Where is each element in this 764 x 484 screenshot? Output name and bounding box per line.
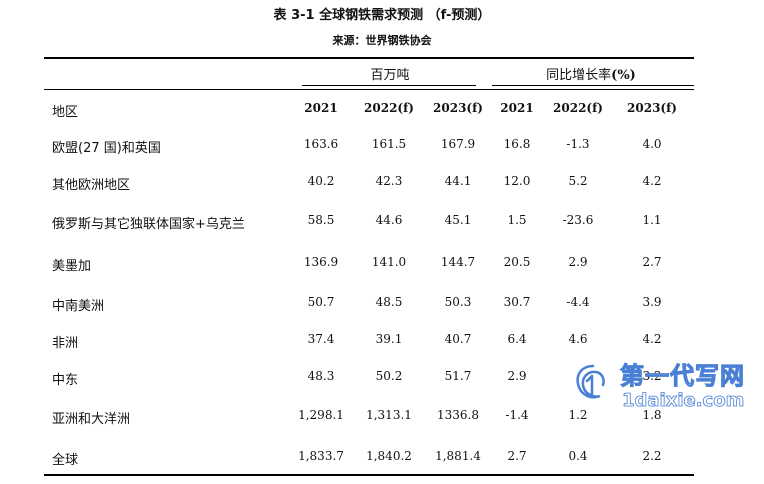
header-vol-2022f: 2022(f) [364,101,414,115]
row-label: 亚洲和大洋洲 [52,412,131,427]
watermark-en-text: 1daixie.com [622,390,745,412]
table-bottom-rule [44,474,694,476]
table-cell: 2.7 [642,255,662,269]
table-cell: 4.2 [642,174,662,188]
table-cell: 4.2 [642,332,662,346]
table-cell: 42.3 [375,174,403,188]
table-cell: 136.9 [303,255,339,269]
table-cell: 16.8 [503,137,531,151]
group-header-volume: 百万吨 [330,64,450,83]
table-cell: -23.6 [562,213,594,227]
table-cell: 58.5 [307,213,335,227]
group-header-volume-label: 百万吨 [370,68,410,83]
table-cell: 39.1 [375,332,403,346]
row-label: 美墨加 [52,259,92,274]
row-label: 中南美洲 [52,299,105,314]
table-cell: -4.4 [566,295,590,309]
table-cell: 1,313.1 [366,408,412,422]
group-header-growth: 同比增长率(%) [516,64,666,83]
table-row: 非洲 37.4 39.1 40.7 6.4 4.6 4.2 [0,332,764,352]
table-cell: 5.2 [568,174,588,188]
table-cell: 44.6 [375,213,403,227]
table-title: 表 3-1 全球钢铁需求预测 （f-预测） [273,8,491,23]
swirl-logo-icon [576,364,605,399]
table-row: 中东 48.3 50.2 51.7 2.9 3.2 [0,369,764,389]
table-cell: 45.1 [444,213,472,227]
table-cell: 161.5 [371,137,407,151]
table-row: 全球 1,833.7 1,840.2 1,881.4 2.7 0.4 2.2 [0,449,764,469]
table-cell: 141.0 [371,255,407,269]
row-label: 俄罗斯与其它独联体国家+乌克兰 [52,217,245,232]
table-source: 来源：世界钢铁协会 [332,34,432,47]
header-vol-2023f: 2023(f) [433,101,483,115]
table-cell: 51.7 [444,369,472,383]
table-cell: 1,298.1 [298,408,344,422]
table-cell: 2.7 [507,449,527,463]
table-cell: 44.1 [444,174,472,188]
table-cell: 1.1 [642,213,662,227]
table-cell: 144.7 [440,255,476,269]
header-growth-2022f: 2022(f) [553,101,603,115]
table-cell: -1.3 [566,137,590,151]
table-cell: -1.4 [505,408,529,422]
table-cell: 1.2 [568,408,588,422]
table-cell: 1,881.4 [435,449,481,463]
table-cell: 6.4 [507,332,527,346]
group-rule-growth [492,85,694,86]
table-row: 亚洲和大洋洲 1,298.1 1,313.1 1336.8 -1.4 1.2 1… [0,408,764,428]
table-top-rule [44,57,694,59]
table-row: 中南美洲 50.7 48.5 50.3 30.7 -4.4 3.9 [0,295,764,315]
table-cell: 48.5 [375,295,403,309]
row-label: 全球 [52,453,79,468]
table-cell: 48.3 [307,369,335,383]
table-cell: 12.0 [503,174,531,188]
table-cell: 4.6 [568,332,588,346]
group-rule-volume [302,85,476,86]
table-cell: 2.9 [507,369,527,383]
table-cell: 1.8 [642,408,662,422]
row-label: 中东 [52,373,79,388]
table-cell: 37.4 [307,332,335,346]
group-header-growth-unit: (%) [611,68,636,83]
header-vol-2021: 2021 [304,101,338,115]
table-cell: 167.9 [440,137,476,151]
table-header-rule [44,89,694,90]
table-cell: 50.2 [375,369,403,383]
table-cell: 3.9 [642,295,662,309]
table-cell: 40.2 [307,174,335,188]
row-label: 其他欧洲地区 [52,178,131,193]
table-cell: 2.9 [568,255,588,269]
table-row: 俄罗斯与其它独联体国家+乌克兰 58.5 44.6 45.1 1.5 -23.6… [0,213,764,233]
table-row: 其他欧洲地区 40.2 42.3 44.1 12.0 5.2 4.2 [0,174,764,194]
table-row: 欧盟(27 国)和英国 163.6 161.5 167.9 16.8 -1.3 … [0,137,764,157]
table-cell: 1,833.7 [298,449,344,463]
table-cell: 1,840.2 [366,449,412,463]
table-cell: 50.3 [444,295,472,309]
header-growth-2021: 2021 [500,101,534,115]
table-cell: 4.0 [642,137,662,151]
table-cell: 2.2 [642,449,662,463]
table-cell: 163.6 [303,137,339,151]
table-cell: 30.7 [503,295,531,309]
group-header-growth-label: 同比增长率 [546,68,612,83]
row-label: 非洲 [52,336,79,351]
watermark-cn-text: 第一代写网 [620,362,745,391]
header-growth-2023f: 2023(f) [627,101,677,115]
header-region: 地区 [52,105,79,120]
table-row: 美墨加 136.9 141.0 144.7 20.5 2.9 2.7 [0,255,764,275]
row-label: 欧盟(27 国)和英国 [52,141,161,156]
table-cell: 20.5 [503,255,531,269]
table-cell: 1.5 [507,213,527,227]
table-cell: 1336.8 [437,408,479,422]
table-cell: 0.4 [568,449,588,463]
table-cell: 40.7 [444,332,472,346]
table-cell: 50.7 [307,295,335,309]
watermark: 第一代写网 1daixie.com [570,356,756,416]
table-cell: 3.2 [642,369,662,383]
